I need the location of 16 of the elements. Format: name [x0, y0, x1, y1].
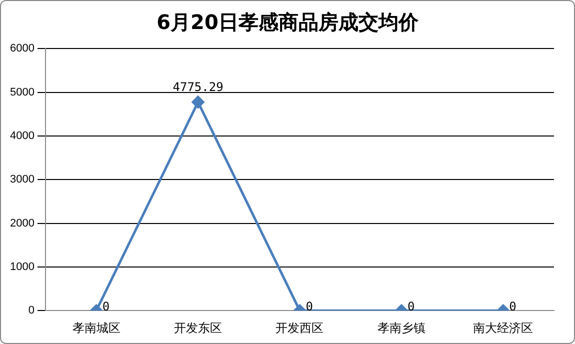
y-tick-label: 1000: [10, 260, 34, 273]
y-tick-label: 0: [28, 304, 34, 317]
y-tick-label: 4000: [10, 130, 34, 142]
x-tick-label: 孝南城区: [72, 321, 120, 336]
x-tick-label: 开发东区: [174, 321, 222, 336]
y-tick-label: 3000: [10, 174, 34, 186]
x-tick-label: 开发西区: [276, 321, 324, 336]
x-tick-label: 南大经济区: [473, 321, 534, 336]
x-tick-label: 孝南乡镇: [377, 321, 426, 336]
data-label: 4775.29: [172, 80, 224, 94]
data-label: 0: [102, 300, 110, 314]
y-tick-label: 2000: [10, 217, 34, 230]
data-label: 0: [509, 300, 516, 314]
y-tick-label: 5000: [10, 86, 34, 98]
chart-title: 6月20日孝感商品房成交均价: [156, 9, 420, 36]
y-tick-label: 6000: [10, 42, 34, 55]
